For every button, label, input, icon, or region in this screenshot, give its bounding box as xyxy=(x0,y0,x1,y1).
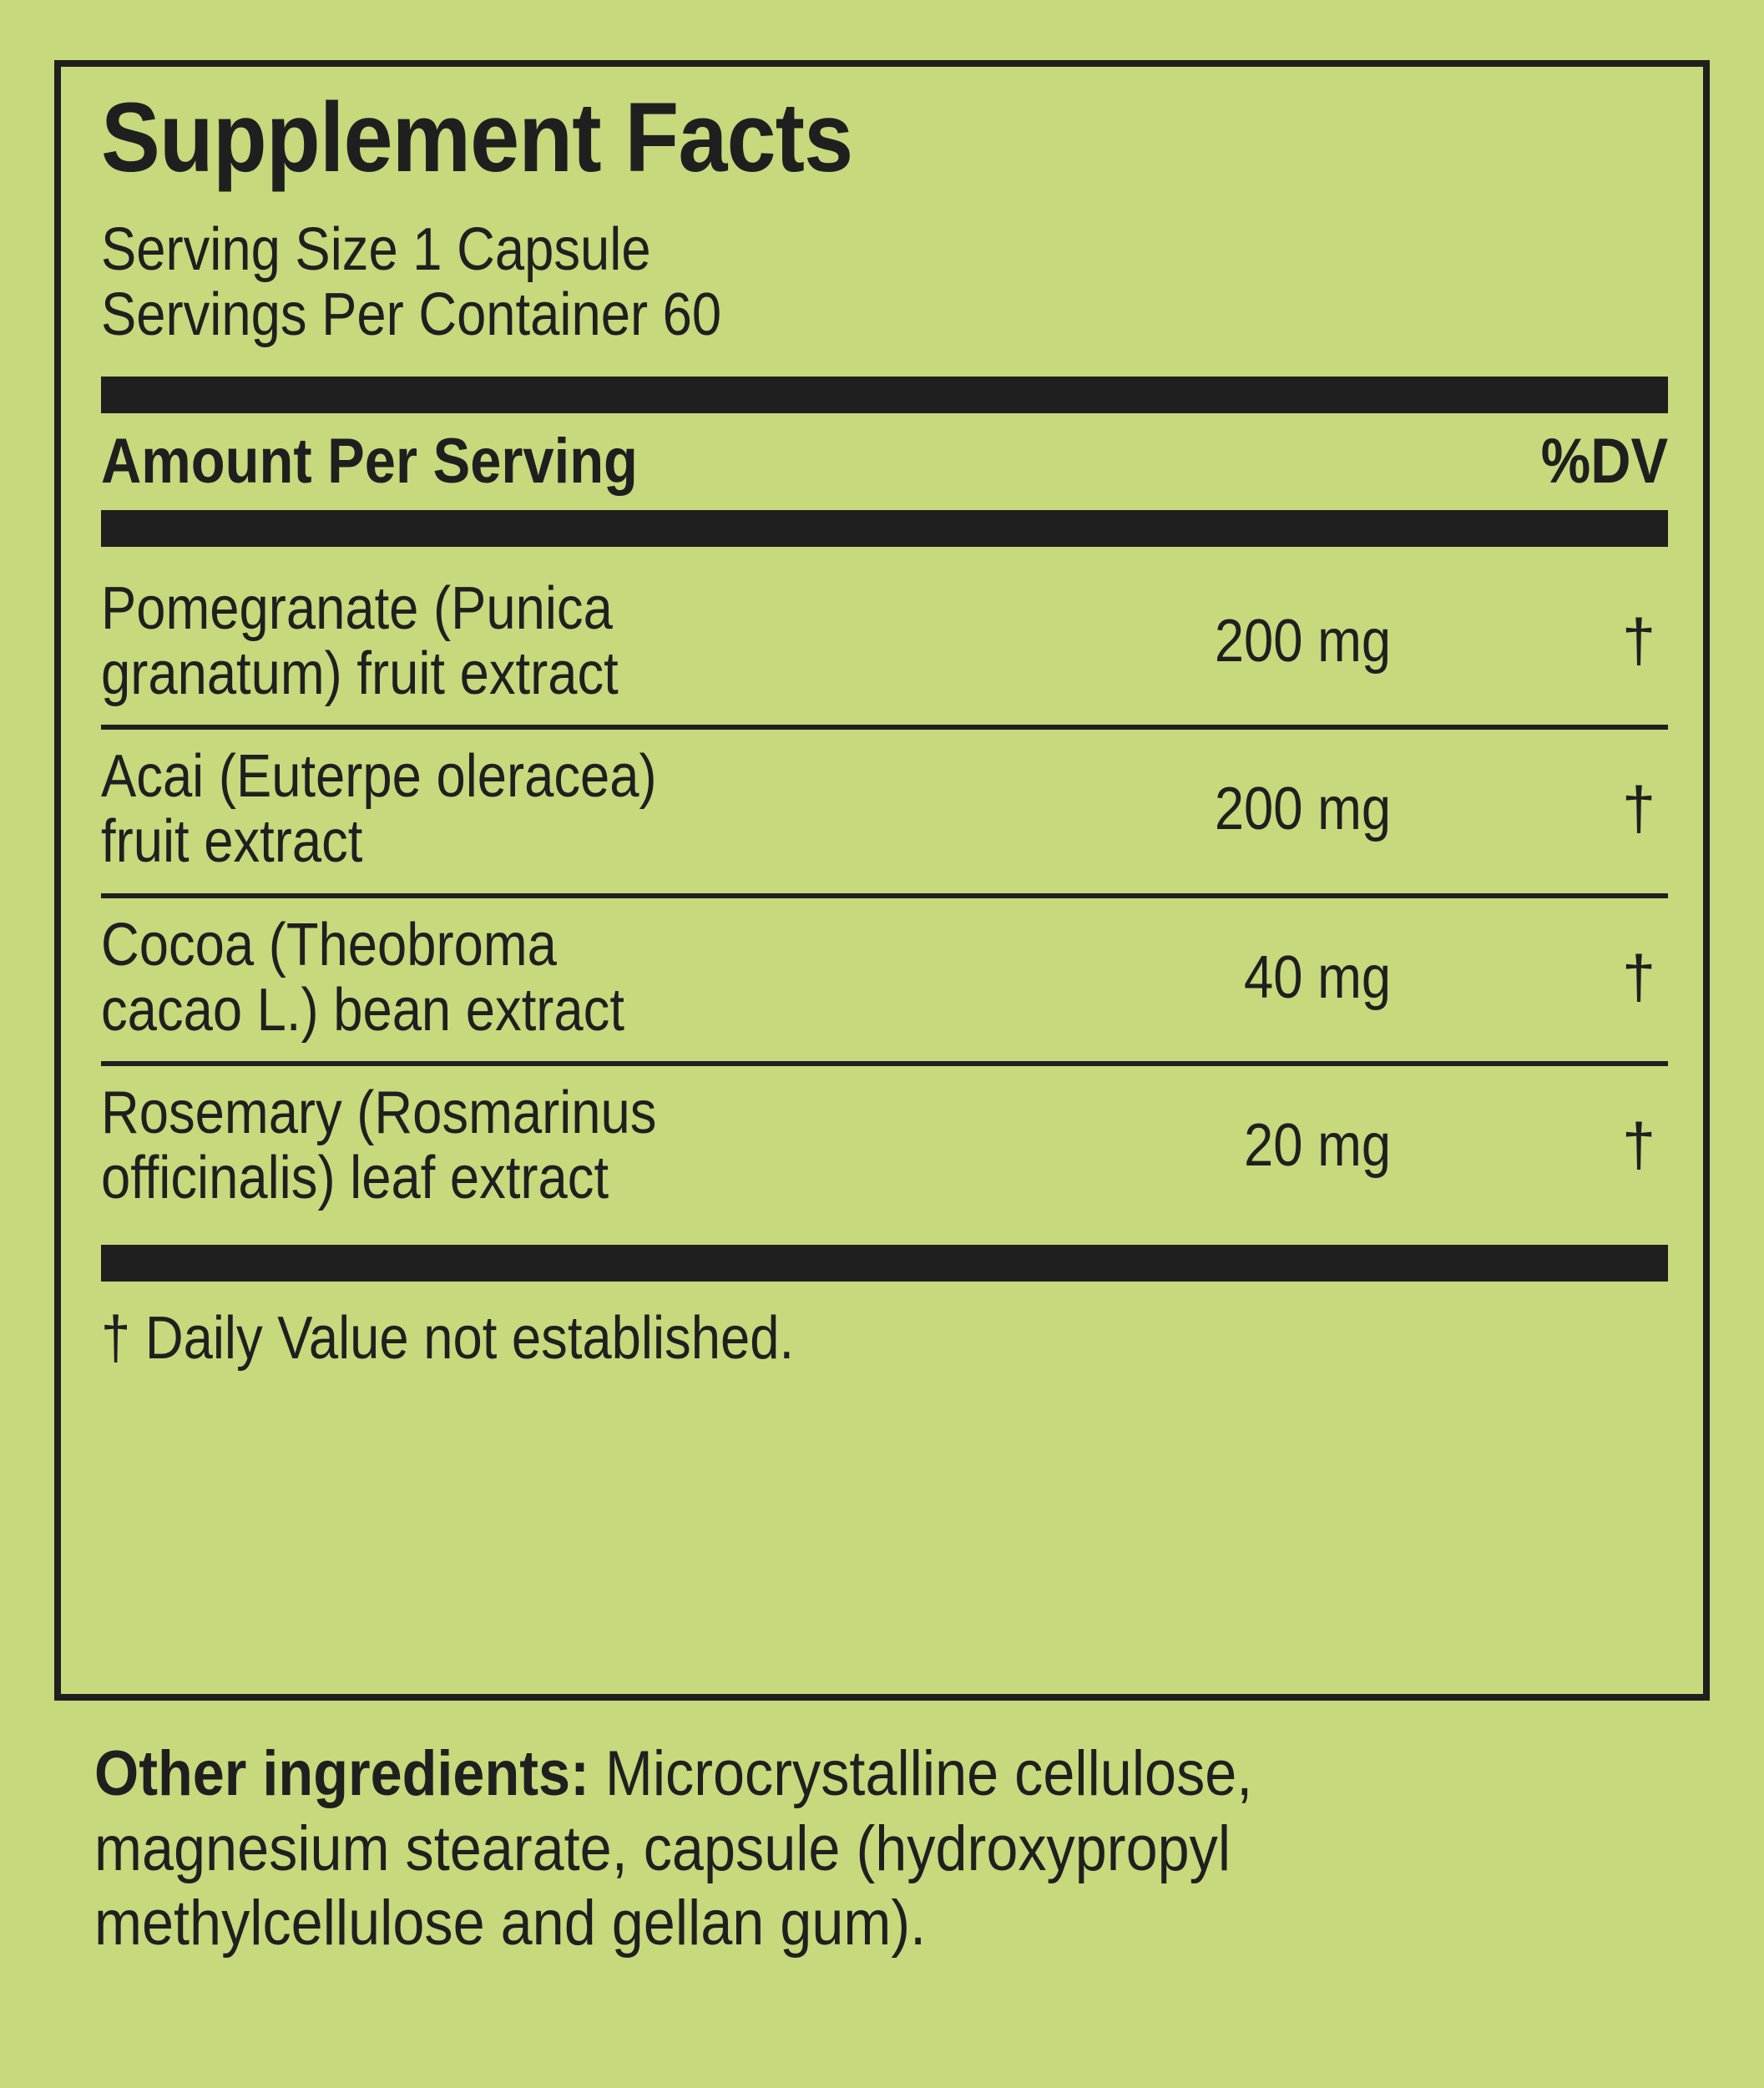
supplement-facts-content: Supplement Facts Serving Size 1 Capsule … xyxy=(101,85,1668,1694)
other-ingredients: Other ingredients: Microcrystalline cell… xyxy=(94,1737,1559,1961)
daily-value-footnote: † Daily Value not established. xyxy=(101,1304,795,1372)
other-ingredients-text: Microcrystalline cellulose, magnesium st… xyxy=(94,1738,1253,1959)
ingredient-dv: † xyxy=(1621,1112,1656,1180)
ingredient-dv: † xyxy=(1621,607,1656,675)
ingredient-amount-value: 200 mg xyxy=(1214,607,1391,675)
divider-hairline xyxy=(101,725,1668,731)
ingredient-name-line: fruit extract xyxy=(101,808,363,876)
ingredient-name-line: Cocoa (Theobroma xyxy=(101,911,557,978)
table-row: Rosemary (Rosmarinus officinalis) leaf e… xyxy=(101,1066,1668,1230)
ingredient-name-line: Acai (Euterpe oleracea) xyxy=(101,743,657,811)
ingredient-amount-value: 200 mg xyxy=(1214,776,1391,843)
ingredient-name: Cocoa (Theobroma cacao L.) bean extract xyxy=(101,913,843,1044)
percent-dv-label: %DV xyxy=(1540,425,1668,497)
other-ingredients-label: Other ingredients: xyxy=(94,1738,589,1809)
amount-per-serving-label: Amount Per Serving xyxy=(101,425,638,497)
serving-size: Serving Size 1 Capsule xyxy=(101,216,651,283)
ingredient-amount-value: 20 mg xyxy=(1243,1112,1391,1180)
divider-thick-bottom xyxy=(101,1244,1668,1282)
ingredient-name: Pomegranate (Punica granatum) fruit extr… xyxy=(101,574,843,707)
ingredient-amount: 40 mg xyxy=(944,943,1610,1011)
ingredient-name-line: officinalis) leaf extract xyxy=(101,1145,609,1212)
ingredient-name-line: cacao L.) bean extract xyxy=(101,976,624,1044)
supplement-facts-panel: Supplement Facts Serving Size 1 Capsule … xyxy=(54,60,1710,1701)
divider-thick-header xyxy=(101,509,1668,547)
ingredient-amount: 200 mg xyxy=(944,609,1610,675)
ingredient-amount: 20 mg xyxy=(944,1114,1610,1179)
serving-info: Serving Size 1 Capsule Servings Per Cont… xyxy=(101,217,1480,348)
ingredient-name-line: Rosemary (Rosmarinus xyxy=(101,1079,657,1147)
divider-thick-top xyxy=(101,376,1668,413)
ingredient-name: Acai (Euterpe oleracea) fruit extract xyxy=(101,745,843,875)
divider-hairline xyxy=(101,1061,1668,1067)
table-row: Acai (Euterpe oleracea) fruit extract 20… xyxy=(101,730,1668,893)
page-title: Supplement Facts xyxy=(101,83,853,193)
divider-hairline xyxy=(101,892,1668,898)
ingredient-amount-value: 40 mg xyxy=(1243,943,1391,1011)
table-row: Cocoa (Theobroma cacao L.) bean extract … xyxy=(101,898,1668,1062)
ingredient-name: Rosemary (Rosmarinus officinalis) leaf e… xyxy=(101,1081,843,1211)
table-header-row: Amount Per Serving %DV xyxy=(101,425,1668,497)
ingredient-dv: † xyxy=(1621,943,1656,1011)
ingredient-name-line: Pomegranate (Punica xyxy=(101,574,613,642)
table-row: Pomegranate (Punica granatum) fruit extr… xyxy=(101,562,1668,725)
servings-per-container: Servings Per Container 60 xyxy=(101,281,722,349)
ingredient-name-line: granatum) fruit extract xyxy=(101,640,619,707)
ingredient-dv: † xyxy=(1621,776,1656,843)
ingredient-amount: 200 mg xyxy=(944,777,1610,842)
